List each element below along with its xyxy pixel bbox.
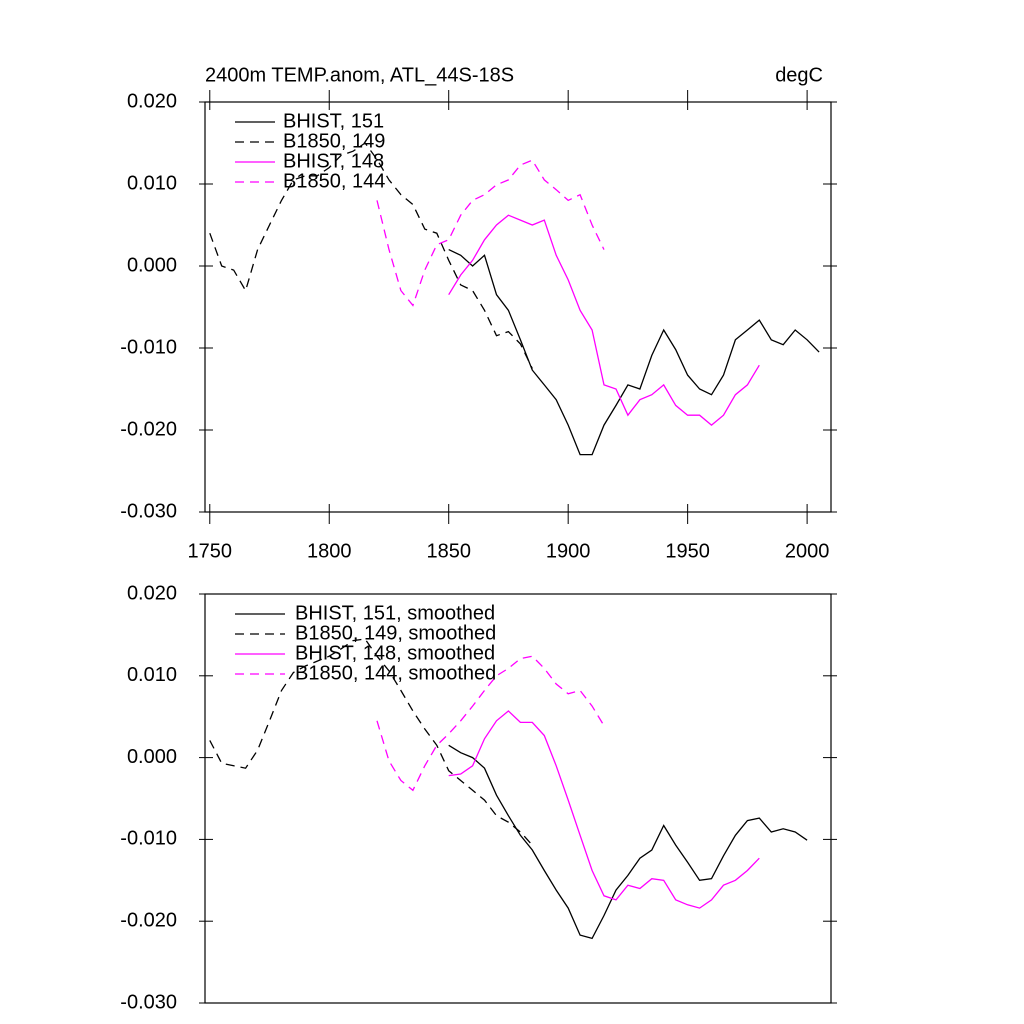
plot-frame: [204, 593, 832, 1004]
series-line: [448, 214, 760, 426]
y-tick-label: 0.000: [127, 746, 177, 768]
series-line: [448, 249, 820, 456]
x-tick-label: 2000: [785, 540, 830, 562]
y-tick-label: 0.020: [127, 582, 177, 604]
legend-label: BHIST, 148, smoothed: [295, 642, 495, 664]
y-tick-label: 0.020: [127, 90, 177, 112]
legend-label: B1850, 144, smoothed: [295, 662, 496, 684]
y-tick-label: 0.000: [127, 254, 177, 276]
units-label: degC: [775, 64, 823, 86]
y-tick-label: 0.010: [127, 172, 177, 194]
legend-label: BHIST, 151: [283, 110, 384, 132]
legend-label: B1850, 149: [283, 130, 385, 152]
series-line: [376, 655, 605, 792]
series-line: [209, 142, 533, 369]
x-tick-label: 1750: [188, 540, 233, 562]
x-tick-label: 1900: [546, 540, 591, 562]
y-tick-label: -0.030: [120, 500, 177, 522]
x-tick-label: 1850: [426, 540, 471, 562]
x-tick-label: 1950: [665, 540, 710, 562]
x-tick-label: 1800: [307, 540, 352, 562]
plot-frame: [204, 101, 832, 513]
series-line: [376, 159, 605, 307]
y-tick-label: -0.020: [120, 418, 177, 440]
y-tick-label: -0.010: [120, 828, 177, 850]
legend-label: BHIST, 148: [283, 150, 384, 172]
series-line: [448, 710, 760, 909]
y-tick-label: -0.010: [120, 336, 177, 358]
legend-label: B1850, 144: [283, 170, 385, 192]
y-tick-label: -0.030: [120, 991, 177, 1013]
series-line: [209, 638, 533, 846]
series-line: [448, 744, 808, 940]
chart-title: 2400m TEMP.anom, ATL_44S-18S: [205, 64, 514, 86]
y-tick-label: 0.010: [127, 664, 177, 686]
legend-label: BHIST, 151, smoothed: [295, 602, 495, 624]
legend-label: B1850, 149, smoothed: [295, 622, 496, 644]
y-tick-label: -0.020: [120, 909, 177, 931]
